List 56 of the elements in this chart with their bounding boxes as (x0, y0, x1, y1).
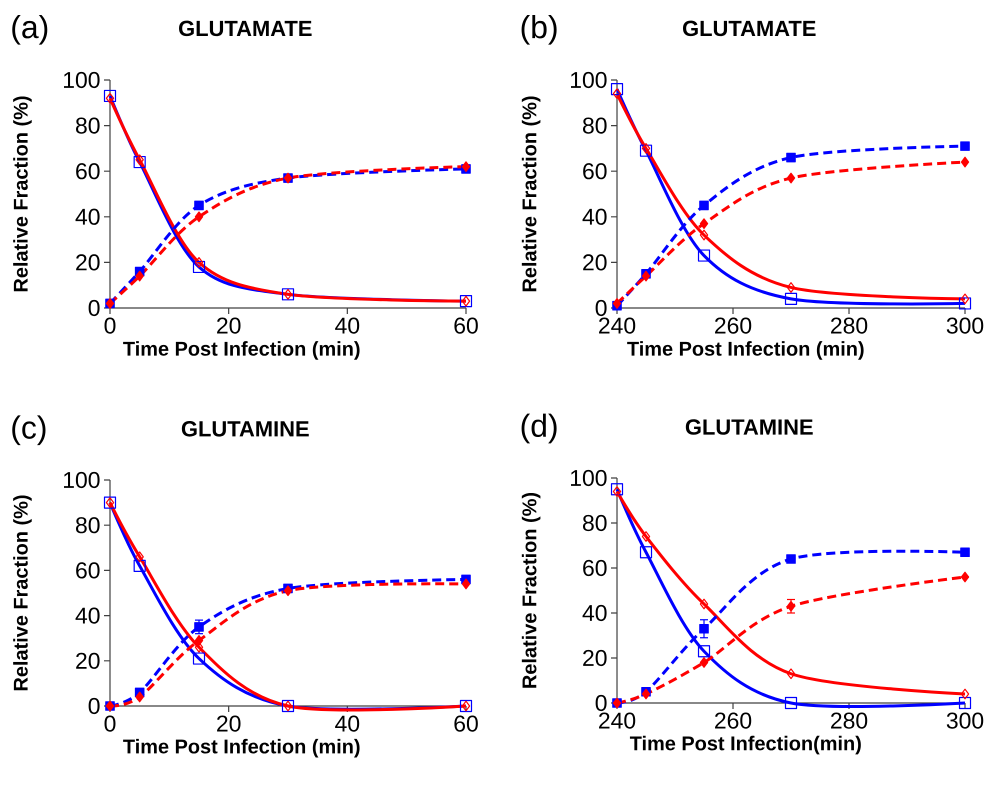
y-tick-label: 100 (64, 472, 100, 488)
y-tick-label: 20 (583, 650, 607, 666)
y-tick-label: 20 (583, 254, 607, 270)
y-axis-title: Relative Fraction (%) (522, 96, 540, 292)
x-tick-label: 40 (335, 318, 360, 334)
y-tick-label: 80 (76, 517, 100, 534)
x-tick-label: 240 (599, 712, 636, 729)
y-tick-label: 0 (88, 300, 100, 316)
x-tick-label: 260 (715, 318, 752, 334)
x-axis-title: Time Post Infection(min) (630, 736, 861, 754)
x-tick-label: 0 (104, 716, 116, 732)
text: (b) (522, 14, 557, 45)
y-tick-label: 100 (571, 470, 607, 486)
text: (c) (12, 415, 46, 446)
text: (a) (12, 14, 48, 45)
x-tick-label: 300 (946, 318, 984, 334)
x-tick-label: 280 (831, 318, 868, 334)
x-tick-label: 20 (217, 318, 241, 334)
x-tick-label: 260 (715, 712, 752, 729)
y-tick-label: 40 (76, 607, 100, 624)
y-tick-label: 0 (596, 694, 607, 712)
y-tick-label: 60 (583, 560, 607, 576)
x-tick-label: 0 (104, 318, 116, 334)
y-tick-label: 60 (583, 163, 607, 180)
x-tick-label: 60 (454, 716, 478, 732)
y-axis-title: Relative Fraction (%) (13, 96, 32, 292)
y-tick-label: 60 (76, 163, 100, 180)
y-tick-label: 40 (76, 208, 100, 225)
chart-title: GLUTAMATE (682, 20, 816, 36)
x-tick-label: 60 (454, 318, 478, 334)
y-tick-label: 0 (88, 698, 100, 714)
x-tick-label: 300 (946, 712, 984, 729)
chart-title: GLUTAMINE (686, 419, 813, 435)
x-axis-title: Time Post Infection (min) (627, 341, 864, 360)
y-tick-label: 40 (582, 604, 607, 622)
y-axis-title: Relative Fraction (%) (522, 492, 540, 688)
x-tick-label: 240 (599, 318, 636, 334)
y-tick-label: 40 (582, 208, 607, 225)
y-axis-title: Relative Fraction (%) (13, 495, 32, 690)
y-tick-label: 80 (583, 117, 607, 134)
x-axis-title: Time Post Infection (min) (123, 341, 360, 360)
x-tick-label: 20 (217, 716, 241, 732)
chart-title: GLUTAMINE (182, 421, 309, 437)
chart-title: GLUTAMATE (179, 20, 312, 36)
y-tick-label: 100 (571, 72, 607, 88)
y-tick-label: 20 (76, 652, 100, 669)
y-tick-label: 80 (583, 514, 607, 532)
x-tick-label: 280 (831, 712, 868, 729)
y-tick-label: 100 (64, 72, 100, 88)
y-tick-label: 80 (76, 117, 100, 134)
x-axis-title: Time Post Infection (min) (123, 738, 360, 758)
y-tick-label: 0 (596, 300, 607, 316)
text: (d) (522, 414, 557, 444)
x-tick-label: 40 (335, 716, 360, 732)
y-tick-label: 20 (76, 254, 100, 270)
y-tick-label: 60 (76, 562, 100, 579)
